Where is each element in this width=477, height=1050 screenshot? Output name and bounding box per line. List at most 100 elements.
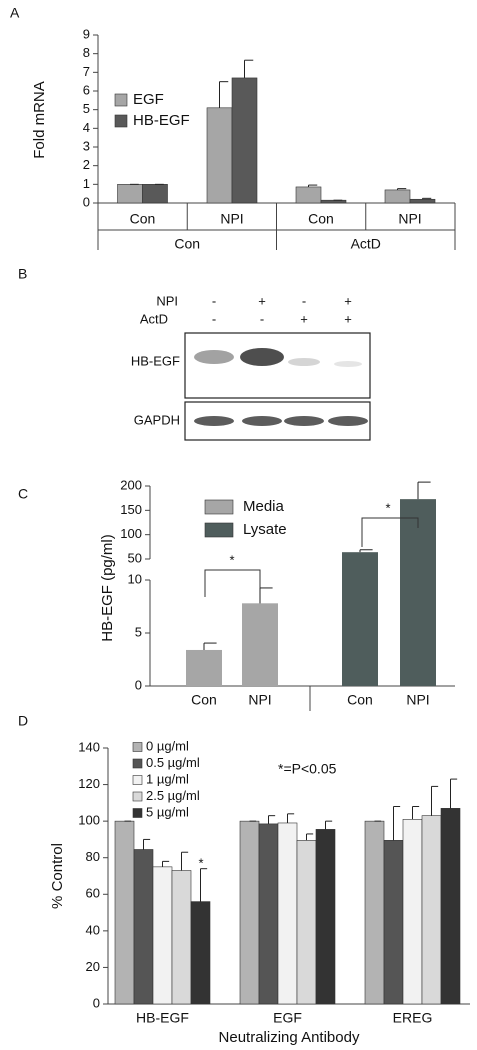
bar	[231, 77, 258, 204]
y-tick-label: 120	[78, 776, 100, 791]
bar	[400, 499, 436, 686]
bar	[342, 552, 378, 686]
row-label: ActD	[140, 311, 168, 326]
sign: -	[212, 293, 216, 308]
y-axis-label: Fold mRNA	[31, 81, 48, 159]
band	[334, 361, 362, 367]
bar	[440, 808, 461, 1005]
x-tick-label: HB-EGF	[136, 1010, 189, 1026]
panel-label: A	[10, 5, 20, 21]
y-tick-label: 100	[78, 813, 100, 828]
y-axis-label: % Control	[49, 843, 66, 909]
legend-swatch	[132, 742, 143, 752]
legend-swatch	[132, 775, 143, 785]
y-tick-label: 6	[83, 82, 90, 97]
row-label: NPI	[156, 293, 178, 308]
legend-swatch	[132, 758, 143, 769]
sig-bracket	[204, 569, 261, 597]
x-tick-label: NPI	[220, 211, 243, 227]
y-tick-label: 20	[86, 959, 100, 974]
y-tick-label: 40	[86, 922, 100, 937]
bar	[206, 107, 233, 204]
y-tick-label: 80	[86, 849, 100, 864]
y-tick-label: 1	[83, 176, 90, 191]
legend-label: EGF	[133, 91, 164, 108]
bar	[186, 649, 222, 686]
bar	[142, 184, 168, 204]
legend-label: 2.5 µg/ml	[146, 788, 200, 803]
x-tick-label: Con	[308, 211, 334, 227]
annotation: *	[229, 552, 234, 567]
band-label: GAPDH	[134, 412, 180, 427]
legend-label: HB-EGF	[133, 112, 190, 129]
y-tick-label: 9	[83, 26, 90, 41]
y-tick-label: 7	[83, 64, 90, 79]
sign: +	[344, 311, 352, 326]
legend-label: 5 µg/ml	[146, 804, 189, 819]
x-axis-label: Neutralizing Antibody	[219, 1029, 360, 1046]
bar	[242, 603, 278, 686]
y-tick-label: 150	[120, 502, 142, 517]
group-label: ActD	[351, 236, 381, 252]
x-tick-label: NPI	[398, 211, 421, 227]
bar	[277, 822, 298, 1005]
sig-bracket	[361, 517, 419, 547]
legend-swatch	[132, 791, 143, 802]
band	[328, 416, 368, 426]
y-tick-label: 0	[83, 194, 90, 209]
bar	[239, 820, 260, 1005]
sign: +	[344, 293, 352, 308]
annotation: *	[198, 855, 203, 870]
bar	[258, 823, 279, 1005]
x-tick-label: Con	[130, 211, 156, 227]
y-tick-label: 0	[93, 995, 100, 1010]
annotation: *	[385, 500, 390, 515]
y-tick-label: 10	[128, 571, 142, 586]
legend-label: 0.5 µg/ml	[146, 755, 200, 770]
bar	[421, 815, 442, 1005]
y-tick-label: 60	[86, 886, 100, 901]
y-tick-label: 50	[128, 550, 142, 565]
bar	[364, 820, 385, 1005]
y-tick-label: 200	[120, 477, 142, 492]
annotation: *=P<0.05	[278, 761, 337, 777]
sign: +	[258, 293, 266, 308]
bar	[133, 849, 154, 1005]
y-axis-label: HB-EGF (pg/ml)	[99, 534, 116, 642]
x-tick-label: Con	[191, 692, 217, 708]
legend-label: Lysate	[243, 521, 287, 538]
bar	[171, 870, 192, 1005]
x-tick-label: NPI	[248, 692, 271, 708]
legend-label: 1 µg/ml	[146, 771, 189, 786]
bar	[315, 829, 336, 1005]
sign: -	[260, 311, 264, 326]
legend-label: 0 µg/ml	[146, 738, 189, 753]
x-tick-label: Con	[347, 692, 373, 708]
y-tick-label: 5	[135, 624, 142, 639]
sign: -	[302, 293, 306, 308]
y-tick-label: 5	[83, 101, 90, 116]
y-tick-label: 8	[83, 45, 90, 60]
legend-swatch	[114, 114, 128, 128]
band	[242, 416, 282, 426]
panel-label: B	[18, 266, 27, 282]
legend-label: Media	[243, 498, 285, 515]
band	[284, 416, 324, 426]
group-label: Con	[174, 236, 200, 252]
x-tick-label: EREG	[393, 1010, 433, 1026]
sign: +	[300, 311, 308, 326]
y-tick-label: 2	[83, 157, 90, 172]
legend-swatch	[204, 522, 234, 538]
y-tick-label: 4	[83, 120, 90, 135]
panel-label: C	[18, 486, 28, 502]
legend-swatch	[132, 808, 143, 818]
x-tick-label: NPI	[406, 692, 429, 708]
legend-swatch	[114, 93, 128, 107]
bar	[114, 820, 135, 1005]
bar	[384, 189, 411, 204]
bar	[383, 840, 404, 1005]
band	[194, 416, 234, 426]
bar	[117, 184, 143, 204]
legend-swatch	[204, 499, 234, 515]
